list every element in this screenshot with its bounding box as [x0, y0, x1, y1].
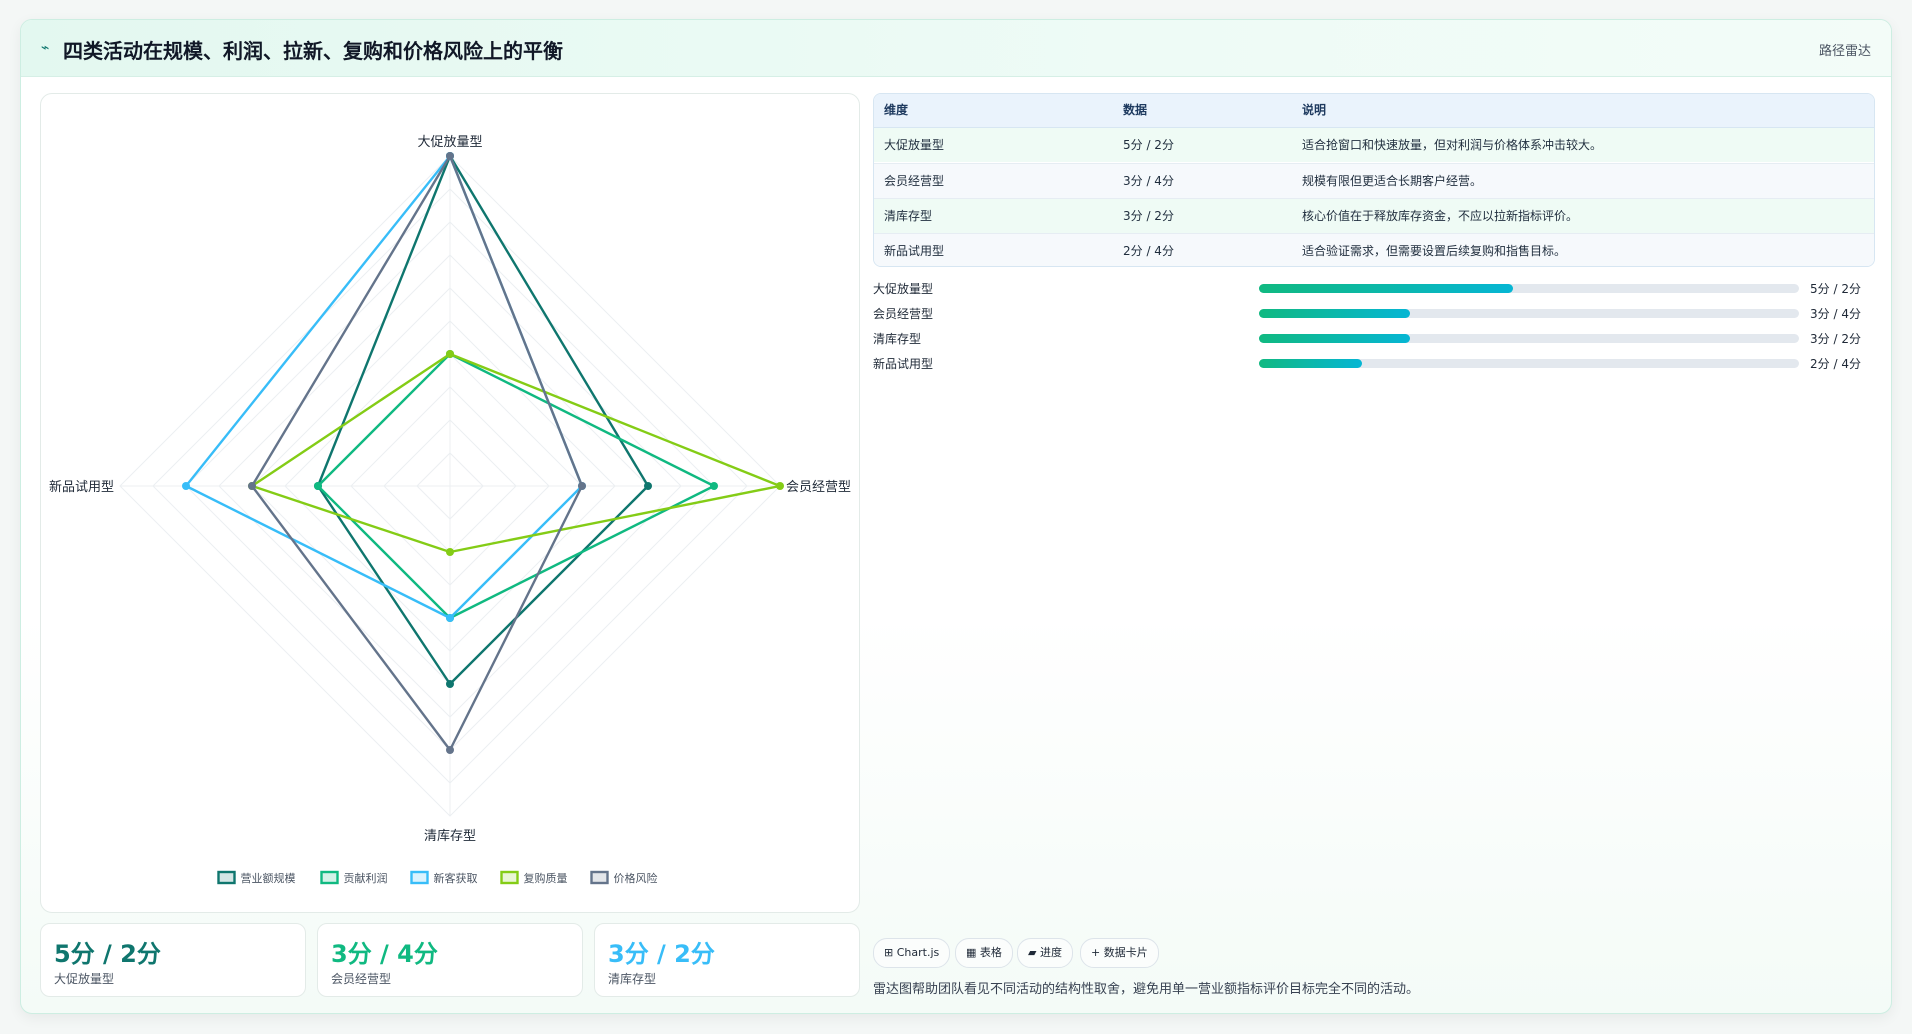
data-table: 维度 数据 说明 大促放量型 5分 / 2分 适合抢窗口和快速放量，但对利润与价… — [873, 93, 1875, 267]
chip-chartjs[interactable]: ⊞ Chart.js — [873, 938, 951, 968]
table-cell: 3分 / 4分 — [1123, 174, 1174, 188]
progress-track — [1259, 284, 1799, 293]
progress-list: 大促放量型 5分 / 2分 会员经营型 3分 / 4分 清库存型 3分 / 2分… — [873, 276, 1873, 386]
data-point — [578, 482, 586, 490]
progress-track — [1259, 334, 1799, 343]
progress-track — [1259, 309, 1799, 318]
table-row: 大促放量型 5分 / 2分 适合抢窗口和快速放量，但对利润与价格体系冲击较大。 — [874, 128, 1874, 162]
legend-swatch — [590, 870, 609, 885]
legend-label: 贡献利润 — [344, 871, 388, 885]
data-point — [446, 152, 454, 160]
legend-label: 价格风险 — [614, 871, 658, 885]
progress-row: 清库存型 3分 / 2分 — [873, 326, 1873, 350]
legend-label: 复购质量 — [524, 871, 568, 885]
table-row: 清库存型 3分 / 2分 核心价值在于释放库存资金，不应以拉新指标评价。 — [874, 198, 1874, 233]
footer-note: 雷达图帮助团队看见不同活动的结构性取舍，避免用单一营业额指标评价目标完全不同的活… — [873, 982, 1420, 997]
progress-value: 3分 / 2分 — [1810, 332, 1861, 346]
stat-value: 3分 / 2分 — [608, 940, 715, 968]
legend-swatch — [320, 870, 339, 885]
table-cell: 3分 / 2分 — [1123, 209, 1174, 223]
progress-track — [1259, 359, 1799, 368]
column-header: 维度 — [884, 103, 909, 117]
table-row: 新品试用型 2分 / 4分 适合验证需求，但需要设置后续复购和指售目标。 — [874, 233, 1874, 266]
table-cell: 规模有限但更适合长期客户经营。 — [1302, 174, 1483, 188]
card-header: ⌁ 四类活动在规模、利润、拉新、复购和价格风险上的平衡 路径雷达 — [21, 20, 1891, 77]
table-cell: 清库存型 — [884, 209, 933, 223]
legend-label: 营业额规模 — [241, 871, 296, 885]
stat-card: 5分 / 2分 大促放量型 — [40, 923, 306, 997]
data-point — [644, 482, 652, 490]
column-header: 数据 — [1123, 103, 1148, 117]
pulse-icon: ⌁ — [41, 40, 50, 56]
dashboard-card: ⌁ 四类活动在规模、利润、拉新、复购和价格风险上的平衡 路径雷达 大促放量型会员… — [20, 19, 1892, 1014]
table-cell: 会员经营型 — [884, 174, 945, 188]
stat-card: 3分 / 4分 会员经营型 — [317, 923, 583, 997]
progress-label: 会员经营型 — [873, 307, 934, 321]
progress-row: 大促放量型 5分 / 2分 — [873, 276, 1873, 300]
data-point — [776, 482, 784, 490]
chip-data-cards[interactable]: + 数据卡片 — [1080, 938, 1159, 968]
data-point — [314, 482, 322, 490]
chip-progress[interactable]: ▰ 进度 — [1017, 938, 1073, 968]
table-cell: 适合抢窗口和快速放量，但对利润与价格体系冲击较大。 — [1302, 138, 1603, 152]
legend-swatch — [500, 870, 519, 885]
data-point — [446, 680, 454, 688]
progress-label: 新品试用型 — [873, 357, 934, 371]
progress-fill — [1259, 284, 1513, 293]
page-title: 四类活动在规模、利润、拉新、复购和价格风险上的平衡 — [63, 39, 563, 63]
data-point — [446, 614, 454, 622]
data-point — [446, 548, 454, 556]
stat-card: 3分 / 2分 清库存型 — [594, 923, 860, 997]
column-header: 说明 — [1302, 103, 1327, 117]
progress-label: 清库存型 — [873, 332, 922, 346]
table-cell: 新品试用型 — [884, 244, 945, 258]
stat-label: 会员经营型 — [331, 972, 392, 986]
table-cell: 2分 / 4分 — [1123, 244, 1174, 258]
axis-label: 清库存型 — [424, 828, 476, 844]
axis-label: 新品试用型 — [49, 479, 114, 495]
progress-row: 新品试用型 2分 / 4分 — [873, 351, 1873, 375]
chip-table[interactable]: ▦ 表格 — [955, 938, 1013, 968]
progress-value: 3分 / 4分 — [1810, 307, 1861, 321]
data-point — [446, 746, 454, 754]
stat-value: 3分 / 4分 — [331, 940, 438, 968]
legend-label: 新客获取 — [434, 871, 478, 885]
progress-value: 5分 / 2分 — [1810, 282, 1861, 296]
data-point — [446, 350, 454, 358]
progress-fill — [1259, 359, 1362, 368]
table-header-row: 维度 数据 说明 — [874, 94, 1874, 128]
stat-label: 清库存型 — [608, 972, 657, 986]
progress-label: 大促放量型 — [873, 282, 934, 296]
table-cell: 大促放量型 — [884, 138, 945, 152]
legend-swatch — [410, 870, 429, 885]
view-tag: 路径雷达 — [1818, 44, 1871, 59]
stat-label: 大促放量型 — [54, 972, 115, 986]
data-point — [710, 482, 718, 490]
axis-label: 会员经营型 — [786, 480, 851, 495]
progress-fill — [1259, 334, 1411, 343]
table-row: 会员经营型 3分 / 4分 规模有限但更适合长期客户经营。 — [874, 163, 1874, 198]
table-cell: 核心价值在于释放库存资金，不应以拉新指标评价。 — [1302, 209, 1579, 223]
data-point — [182, 482, 190, 490]
axis-label: 大促放量型 — [417, 135, 482, 150]
progress-value: 2分 / 4分 — [1810, 357, 1861, 371]
progress-fill — [1259, 309, 1411, 318]
legend-swatch — [217, 870, 236, 885]
radar-chart-panel: 大促放量型会员经营型清库存型 新品试用型营业额规模 贡献利润 新客获取 复购质量 价格风险 — [40, 93, 860, 913]
data-point — [248, 482, 256, 490]
progress-row: 会员经营型 3分 / 4分 — [873, 301, 1873, 325]
stat-value: 5分 / 2分 — [54, 940, 161, 968]
table-cell: 适合验证需求，但需要设置后续复购和指售目标。 — [1302, 244, 1567, 258]
table-cell: 5分 / 2分 — [1123, 138, 1174, 152]
